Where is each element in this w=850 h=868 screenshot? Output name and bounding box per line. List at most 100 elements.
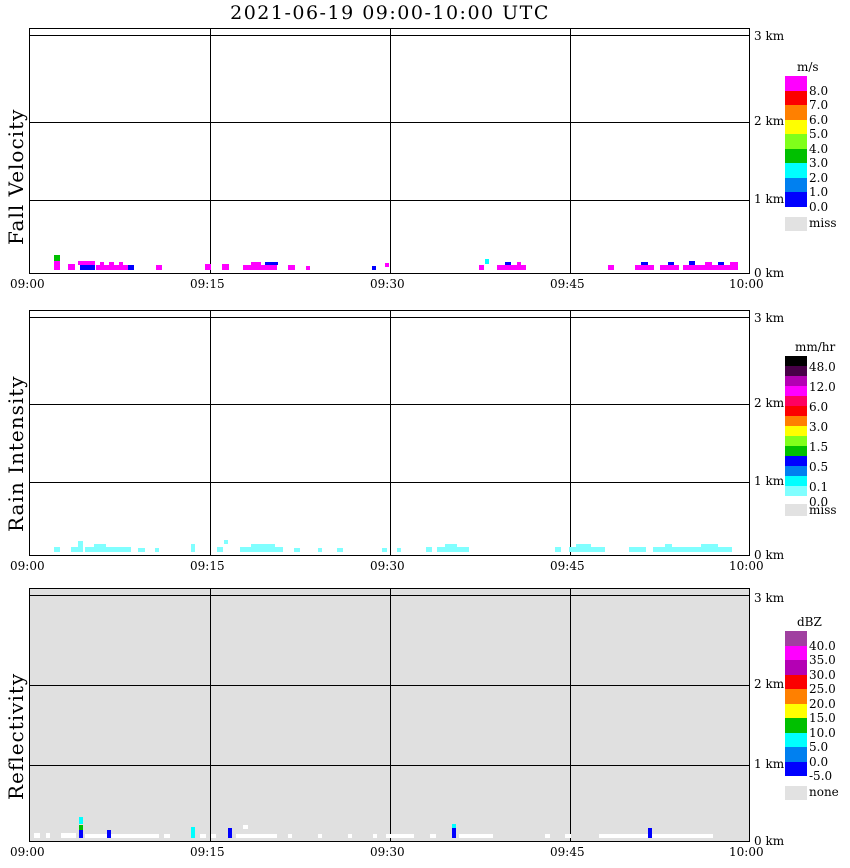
data-cell <box>485 259 489 264</box>
data-cell <box>45 833 51 838</box>
data-cell <box>109 261 114 266</box>
ytick-2km-p3: 2 km <box>754 677 785 691</box>
plot-area-fall-velocity[interactable] <box>29 28 750 274</box>
data-cell <box>54 546 60 552</box>
data-cell <box>459 833 493 838</box>
plot-area-rain-intensity[interactable] <box>29 310 750 556</box>
gridline-1km <box>30 765 749 766</box>
data-cell <box>372 833 378 838</box>
data-cell <box>236 833 277 838</box>
colorbar-tick-label: 6.0 <box>809 112 829 127</box>
data-cell <box>704 261 712 266</box>
colorbar-tick-label: 4.0 <box>809 141 829 156</box>
data-cell <box>250 261 262 266</box>
data-cell <box>68 263 76 270</box>
colorbar-tick-label: 1.0 <box>809 185 829 199</box>
gridline-2km <box>30 122 749 123</box>
colorbar-swatch <box>785 674 807 689</box>
ylabel-rain-intensity: Rain Intensity <box>4 375 28 532</box>
data-cell <box>717 261 724 266</box>
data-cell <box>516 261 522 266</box>
colorbar-tick-label: 3.0 <box>809 420 829 434</box>
gridline-2km <box>30 685 749 686</box>
colorbar-swatch <box>785 732 807 747</box>
data-cell <box>216 547 223 552</box>
data-cell <box>317 833 322 838</box>
colorbar-swatch <box>785 416 807 426</box>
data-cell <box>79 816 84 825</box>
colorbar-swatch <box>785 119 807 134</box>
data-cell <box>93 543 106 548</box>
data-cell <box>564 833 571 838</box>
data-cell <box>336 548 343 552</box>
colorbar-tick-label: 7.0 <box>809 98 829 112</box>
data-cell <box>425 546 432 552</box>
data-cell <box>61 833 76 838</box>
gridline-0915 <box>210 311 211 555</box>
data-cell <box>205 263 211 270</box>
gridline-0930 <box>390 29 391 273</box>
data-cell <box>224 539 228 545</box>
ytick-2km-p2: 2 km <box>754 396 785 410</box>
xtick-0945-p2: 09:45 <box>550 559 585 573</box>
colorbar-units-rain-intensity: mm/hr <box>795 340 836 354</box>
data-cell <box>77 260 95 266</box>
colorbar-swatch <box>785 376 807 386</box>
data-cell <box>243 265 277 270</box>
colorbar-swatches-reflectivity <box>785 631 807 776</box>
data-cell <box>128 265 135 270</box>
data-cell <box>287 265 295 270</box>
colorbar-swatch <box>785 90 807 105</box>
data-cell <box>287 833 293 838</box>
data-cell <box>200 833 207 838</box>
ylabel-fall-velocity: Fall Velocity <box>4 108 28 245</box>
data-cell <box>657 833 713 838</box>
data-cell <box>190 826 196 838</box>
xtick-0930-p1: 09:30 <box>370 277 405 291</box>
colorbar-missing-swatch <box>785 216 807 231</box>
data-layer-fall-velocity <box>30 29 749 273</box>
colorbar-tick-label: 0.0 <box>809 754 829 769</box>
data-cell <box>396 548 402 552</box>
data-cell <box>407 833 414 838</box>
data-cell <box>554 547 561 552</box>
colorbar-swatch <box>785 645 807 660</box>
colorbar-tick-label: 15.0 <box>809 711 836 725</box>
colorbar-tick-label: 8.0 <box>809 83 829 98</box>
ylabel-reflectivity: Reflectivity <box>4 672 28 800</box>
colorbar-tick-label: 0.0 <box>809 495 829 509</box>
gridline-0915 <box>210 29 211 273</box>
plot-area-reflectivity[interactable] <box>29 588 750 842</box>
colorbar-swatch <box>785 163 807 178</box>
colorbar-swatch <box>785 134 807 149</box>
data-cell <box>504 261 511 266</box>
data-cell <box>384 263 389 267</box>
data-cell <box>701 543 718 548</box>
colorbar-swatch <box>785 356 807 366</box>
data-cell <box>54 254 60 261</box>
data-layer-reflectivity <box>30 589 749 841</box>
data-cell <box>137 548 145 552</box>
data-cell <box>77 541 83 547</box>
data-cell <box>221 263 229 270</box>
data-cell <box>79 830 84 838</box>
data-cell <box>264 261 279 266</box>
gridline-0930 <box>390 311 391 555</box>
colorbar-swatch <box>785 192 807 207</box>
colorbar-swatch <box>785 476 807 486</box>
data-cell <box>382 548 388 552</box>
gridline-0945 <box>570 589 571 841</box>
xtick-1000-p1: 10:00 <box>729 277 764 291</box>
data-cell <box>437 547 469 552</box>
data-cell <box>317 548 323 552</box>
ytick-0km-p3: 0 km <box>754 834 785 848</box>
data-cell <box>371 266 376 270</box>
colorbar-tick-label: 0.5 <box>809 460 829 474</box>
ytick-0km-p1: 0 km <box>754 266 785 280</box>
xtick-0915-p1: 09:15 <box>190 277 225 291</box>
colorbar-swatch <box>785 456 807 466</box>
ytick-3km-p1: 3 km <box>754 29 785 43</box>
ytick-1km-p1: 1 km <box>754 192 785 206</box>
colorbar-tick-label: 3.0 <box>809 156 829 170</box>
inner-top-border <box>30 35 749 36</box>
